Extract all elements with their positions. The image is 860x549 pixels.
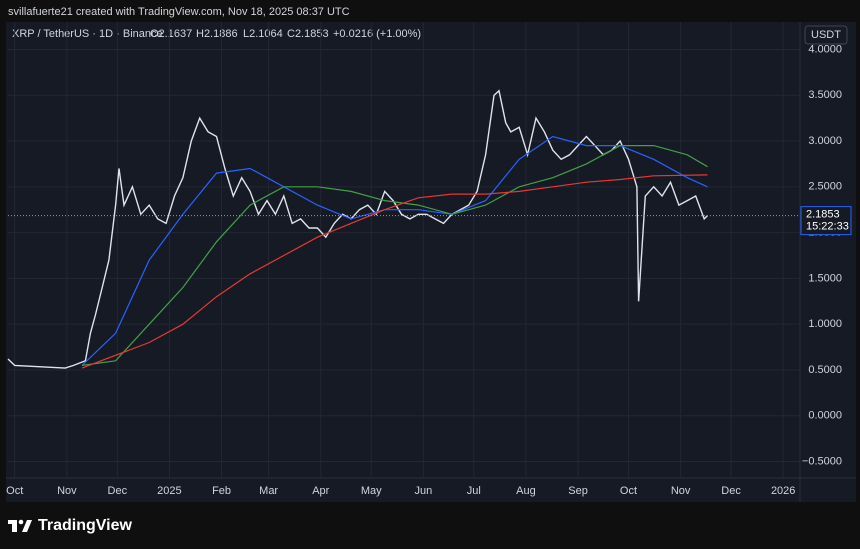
last-price-box [800,206,852,236]
price-line [81,174,708,369]
ohlc-value: C2.1853 [287,28,329,40]
chart-bg [6,22,856,502]
y-tick-label: 0.5000 [808,364,842,376]
x-tick-label: Oct [620,485,637,497]
x-tick-label: Nov [57,485,77,497]
y-tick-label: 3.5000 [808,89,842,101]
x-tick-label: Mar [259,485,278,497]
y-tick-label: 4.0000 [808,43,842,55]
x-tick-label: Sep [568,485,588,497]
x-tick-label: Apr [312,485,329,497]
price-line [81,145,708,366]
x-tick-label: Dec [721,485,741,497]
brand-logo [8,519,32,532]
x-tick-label: 2026 [771,485,795,497]
y-tick-label: −0.5000 [802,455,842,467]
ohlc-group: O2.1637 H2.1886 L2.1064 C2.1853 +0.0216 (+1.… [150,28,421,40]
y-tick-label: 1.0000 [808,318,842,330]
x-tick-label: Feb [212,485,231,497]
header: svillafuerte21 created with TradingView.… [8,6,350,18]
x-tick-label: Nov [671,485,691,497]
currency-box[interactable] [804,25,848,45]
x-tick-label: Oct [6,485,23,497]
ohlc-value: L2.1064 [243,28,283,40]
last-price-label: 2.1853 [806,209,840,221]
x-tick-label: May [361,485,382,497]
x-tick-label: Dec [108,485,128,497]
y-tick-label: 2.5000 [808,181,842,193]
y-tick-label: 1.5000 [808,272,842,284]
x-tick-label: Jun [414,485,432,497]
price-line [81,135,708,366]
chart-title: XRP / TetherUS · 1D · Binance [12,28,163,40]
ohlc-value: +0.0216 (+1.00%) [333,28,421,40]
plot: −0.50000.00000.50001.00001.50002.00002.5… [6,22,842,497]
countdown: 15:22:33 [806,221,849,233]
ohlc-value: O2.1637 [150,28,192,40]
x-tick-label: 2025 [157,485,181,497]
brand: TradingView [38,517,133,534]
y-tick-label: 3.0000 [808,135,842,147]
x-tick-label: Jul [467,485,481,497]
price-line [7,89,708,369]
x-tick-label: Aug [516,485,536,497]
ohlc-value: H2.1886 [196,28,238,40]
y-tick-label: 0.0000 [808,410,842,422]
currency[interactable]: USDT [811,29,841,41]
